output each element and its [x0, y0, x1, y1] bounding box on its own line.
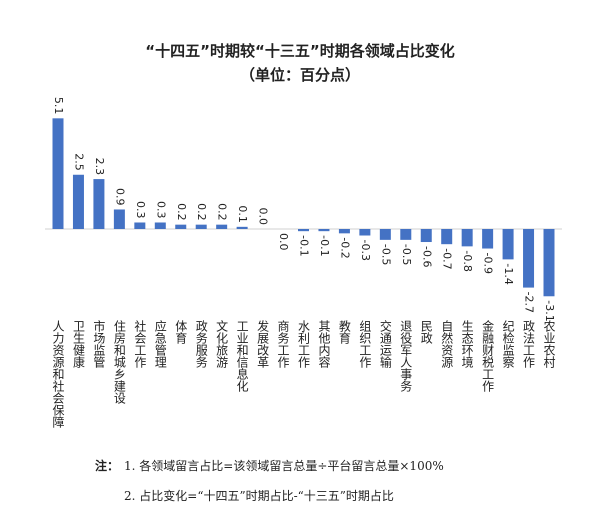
- bar: [195, 224, 207, 229]
- value-label: -0.8: [461, 250, 474, 271]
- x-tick-label: 社会工作: [133, 319, 147, 368]
- value-label: -3.1: [543, 300, 556, 321]
- x-tick-label: 文化旅游: [215, 319, 229, 368]
- value-label: -0.9: [482, 253, 495, 274]
- value-label: 0.3: [134, 201, 147, 219]
- bar: [318, 229, 330, 232]
- x-tick-label: 自然资源: [440, 320, 454, 369]
- value-label: 0.1: [236, 205, 249, 223]
- value-label: 0.3: [154, 201, 167, 219]
- value-label: -0.1: [318, 235, 331, 256]
- bar: [52, 118, 64, 229]
- x-tick-label: 其他内容: [317, 320, 331, 369]
- value-label: 0.9: [113, 188, 126, 206]
- bar: [154, 222, 166, 229]
- bar: [236, 226, 248, 229]
- value-label: -0.1: [298, 235, 311, 256]
- bar: [359, 229, 371, 236]
- x-tick-label: 政法工作: [522, 320, 536, 368]
- bar: [441, 229, 453, 245]
- value-label: -2.7: [523, 292, 536, 313]
- value-label: -0.5: [400, 244, 413, 265]
- bar: [93, 179, 105, 229]
- bar: [420, 229, 432, 243]
- bar: [482, 229, 494, 249]
- value-label: -0.5: [379, 244, 392, 265]
- x-tick-label: 教育: [337, 319, 351, 345]
- bar: [113, 209, 125, 229]
- bar: [502, 229, 514, 260]
- bar: [400, 229, 412, 240]
- value-label: -1.4: [502, 263, 515, 284]
- x-tick-label: 生态环境: [460, 320, 474, 368]
- bar: [298, 229, 309, 232]
- value-label: 0.2: [175, 203, 188, 221]
- note: 1. 各领域留言占比=该领域留言总量÷平台留言总量×100%: [124, 458, 444, 473]
- bar: [175, 224, 187, 229]
- chart-subtitle: （单位：百分点）: [240, 66, 360, 84]
- x-tick-label: 市场监管: [92, 319, 106, 369]
- note-label: 注：: [95, 458, 119, 473]
- x-tick-label: 卫生健康: [71, 320, 85, 368]
- x-tick-label: 人力资源和社会保障: [51, 320, 65, 428]
- bar: [543, 229, 555, 297]
- bar: [72, 174, 84, 229]
- note: 2. 占比变化=“十四五”时期占比-“十三五”时期占比: [124, 488, 394, 503]
- value-label: 0.0: [257, 208, 270, 226]
- x-tick-label: 工业和信息化: [235, 320, 249, 393]
- x-tick-label: 纪检监察: [501, 320, 515, 368]
- bar: [523, 229, 535, 288]
- bar: [216, 224, 228, 229]
- value-label: -0.3: [359, 240, 372, 261]
- value-label: -0.2: [338, 237, 351, 258]
- x-tick-label: 退役军人事务: [399, 320, 413, 392]
- bar: [379, 229, 391, 240]
- x-tick-label: 发展改革: [256, 319, 270, 368]
- value-label: 2.3: [93, 158, 106, 176]
- chart-title: “十四五”时期较“十三五”时期各领域占比变化: [145, 42, 454, 60]
- value-label: 0.2: [216, 203, 229, 221]
- bar: [134, 222, 146, 229]
- value-label: 5.1: [52, 97, 65, 115]
- x-tick-label: 水利工作: [297, 320, 311, 368]
- value-label: -0.7: [441, 248, 454, 269]
- x-tick-label: 体育: [174, 320, 188, 345]
- x-tick-label: 农业农村: [542, 320, 556, 368]
- bar: [461, 229, 473, 247]
- x-tick-label: 民政: [419, 320, 433, 345]
- value-label: -0.6: [420, 246, 433, 267]
- value-label: 0.0: [277, 233, 290, 251]
- bar: [338, 229, 350, 234]
- x-tick-label: 商务工作: [276, 319, 290, 368]
- value-label: 2.5: [72, 153, 85, 171]
- value-label: 0.2: [195, 203, 208, 221]
- x-tick-label: 组织工作: [358, 320, 372, 368]
- x-tick-label: 应急管理: [153, 319, 167, 368]
- x-tick-label: 住房和城乡建设: [112, 320, 126, 405]
- x-tick-label: 交通运输: [378, 319, 392, 369]
- x-tick-label: 金融财税工作: [481, 319, 495, 392]
- x-tick-label: 政务服务: [194, 320, 208, 368]
